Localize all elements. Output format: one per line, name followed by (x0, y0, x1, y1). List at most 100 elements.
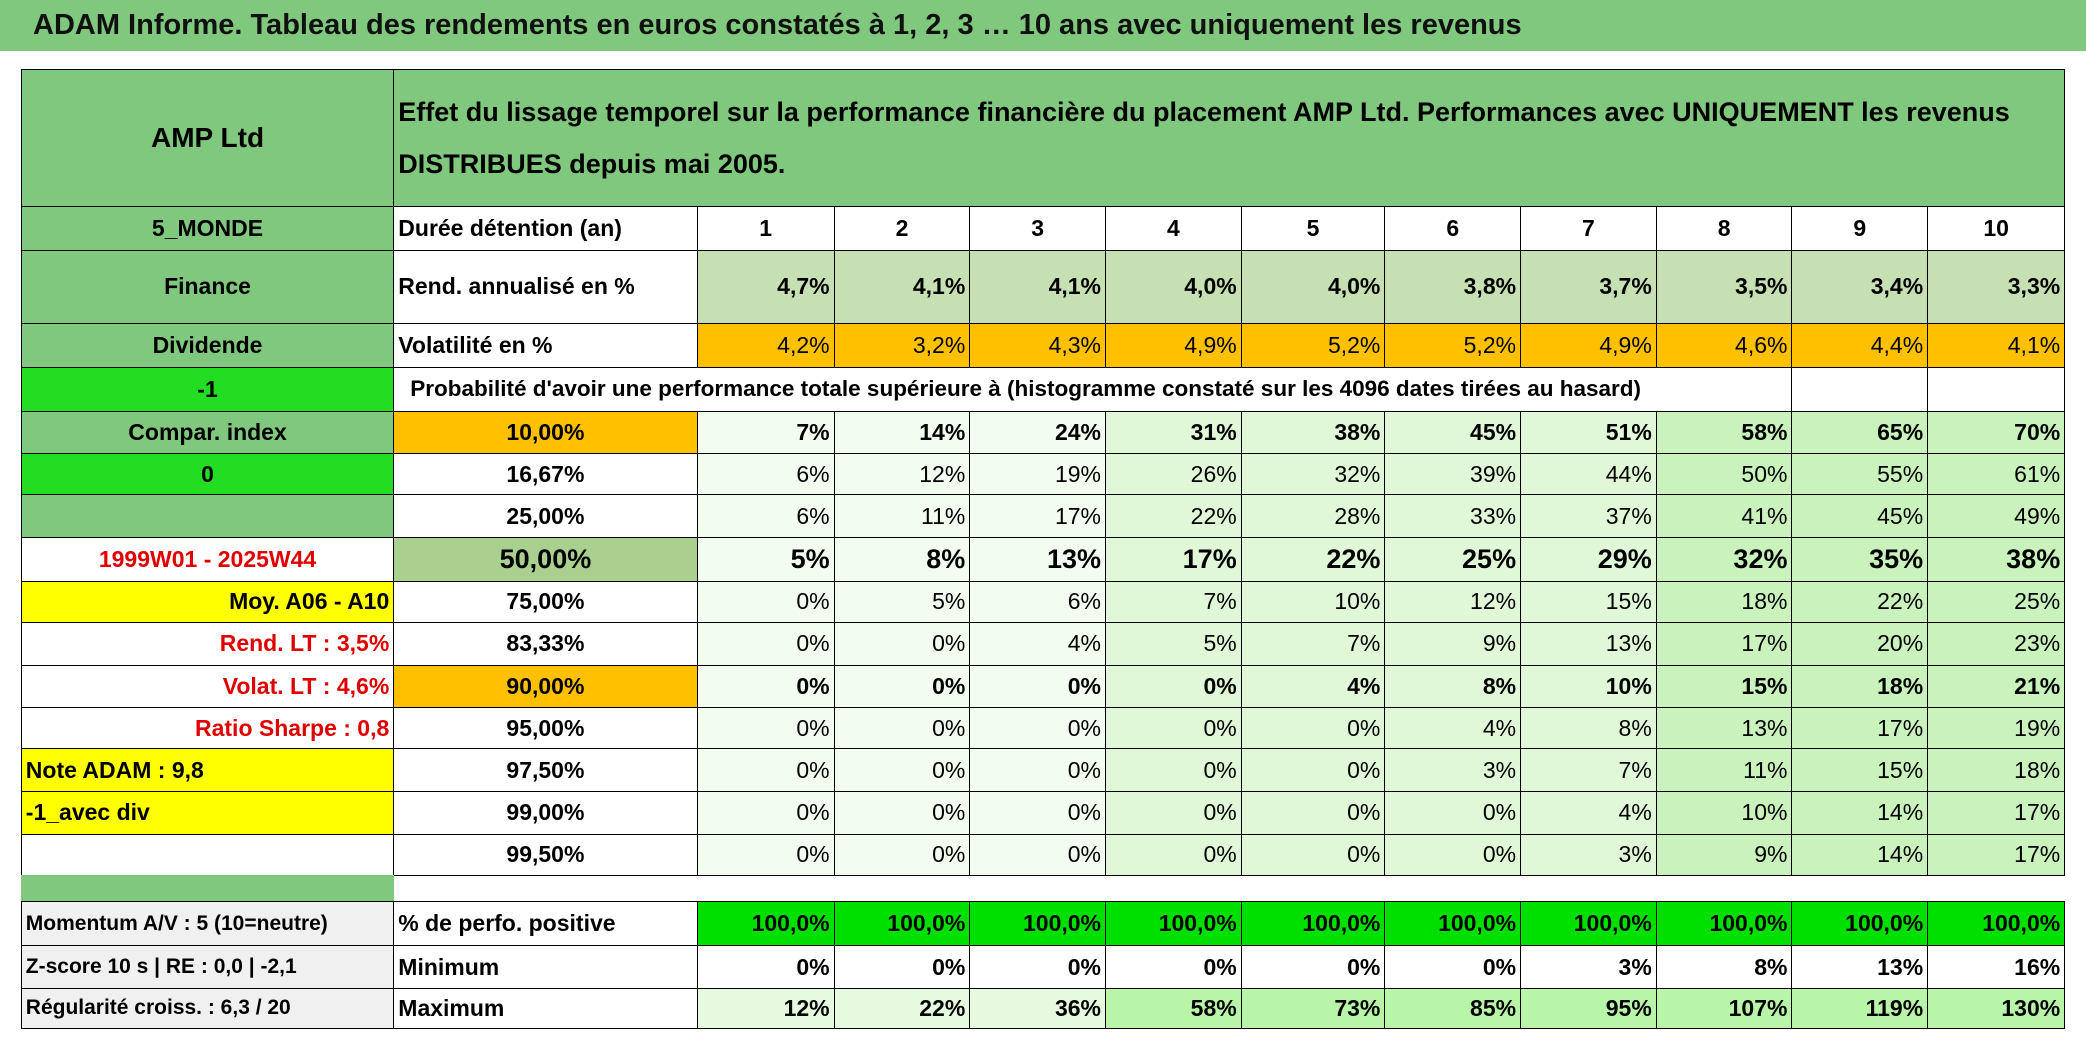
row-label: Régularité croiss. : 6,3 / 20 (20, 987, 395, 1029)
row-label: 0 (20, 453, 395, 496)
row-head: 99,00% (393, 791, 698, 835)
value-cell: 7% (696, 410, 835, 455)
value-cell: 73% (1240, 987, 1386, 1029)
row-head: 90,00% (393, 664, 698, 709)
value-cell: 44% (1520, 453, 1657, 496)
row-label (20, 494, 395, 538)
value-cell: 21% (1927, 664, 2066, 709)
value-cell: 0% (696, 580, 835, 624)
value-cell: 0% (833, 791, 971, 835)
row-head: Volatilité en % (393, 322, 698, 368)
column-header: 10 (1927, 205, 2066, 251)
value-cell: 4,0% (1105, 249, 1242, 324)
value-cell: 100,0% (696, 901, 835, 947)
fund-name: AMP Ltd (20, 68, 395, 207)
value-cell: 4,1% (1927, 322, 2066, 368)
value-cell: 13% (1520, 622, 1657, 666)
value-cell: 7% (1105, 580, 1242, 624)
value-cell: 24% (969, 410, 1107, 455)
row-label: Volat. LT : 4,6% (20, 664, 395, 709)
value-cell: 0% (1240, 833, 1386, 876)
value-cell: 28% (1240, 494, 1386, 538)
value-cell: 41% (1655, 494, 1793, 538)
value-cell: 29% (1520, 536, 1657, 582)
value-cell: 0% (969, 748, 1107, 793)
value-cell: 0% (1240, 707, 1386, 750)
value-cell: 0% (969, 664, 1107, 709)
value-cell: 61% (1927, 453, 2066, 496)
row-label: 1999W01 - 2025W44 (20, 536, 395, 582)
value-cell: 6% (696, 494, 835, 538)
spacer (20, 874, 395, 903)
value-cell: 22% (833, 987, 971, 1029)
value-cell: 3,5% (1655, 249, 1793, 324)
value-cell: 17% (1927, 833, 2066, 876)
value-cell: 39% (1384, 453, 1522, 496)
row-label: -1_avec div (20, 791, 395, 835)
value-cell: 4% (1240, 664, 1386, 709)
value-cell: 4,2% (696, 322, 835, 368)
value-cell: 38% (1927, 536, 2066, 582)
value-cell: 5% (1105, 622, 1242, 666)
value-cell: 3% (1384, 748, 1522, 793)
value-cell: 35% (1791, 536, 1929, 582)
value-cell: 0% (696, 622, 835, 666)
value-cell: 58% (1655, 410, 1793, 455)
value-cell: 100,0% (833, 901, 971, 947)
value-cell: 19% (969, 453, 1107, 496)
value-cell: 14% (1791, 833, 1929, 876)
value-cell: 100,0% (969, 901, 1107, 947)
value-cell: 0% (1105, 833, 1242, 876)
value-cell: 10% (1520, 664, 1657, 709)
value-cell: 0% (969, 945, 1107, 989)
column-header: 7 (1520, 205, 1657, 251)
value-cell: 0% (696, 707, 835, 750)
value-cell: 33% (1384, 494, 1522, 538)
column-header: 8 (1655, 205, 1793, 251)
value-cell: 85% (1384, 987, 1522, 1029)
value-cell: 15% (1655, 664, 1793, 709)
value-cell: 65% (1791, 410, 1929, 455)
column-header: 5 (1240, 205, 1386, 251)
row-label: Dividende (20, 322, 395, 368)
value-cell: 100,0% (1791, 901, 1929, 947)
value-cell: 8% (1520, 707, 1657, 750)
value-cell: 12% (696, 987, 835, 1029)
value-cell: 51% (1520, 410, 1657, 455)
value-cell: 3% (1520, 833, 1657, 876)
value-cell: 4,0% (1240, 249, 1386, 324)
value-cell: 0% (969, 791, 1107, 835)
value-cell: 17% (1655, 622, 1793, 666)
row-label: Momentum A/V : 5 (10=neutre) (20, 901, 395, 947)
value-cell: 0% (1105, 748, 1242, 793)
value-cell: 45% (1791, 494, 1929, 538)
value-cell: 4,3% (969, 322, 1107, 368)
row-label (20, 833, 395, 876)
value-cell: 17% (1105, 536, 1242, 582)
value-cell: 100,0% (1655, 901, 1793, 947)
row-label: 5_MONDE (20, 205, 395, 251)
row-head: 75,00% (393, 580, 698, 624)
value-cell: 0% (696, 791, 835, 835)
row-head: Minimum (393, 945, 698, 989)
value-cell: 37% (1520, 494, 1657, 538)
value-cell: 119% (1791, 987, 1929, 1029)
value-cell: 0% (1240, 945, 1386, 989)
value-cell: 18% (1655, 580, 1793, 624)
value-cell: 0% (833, 945, 971, 989)
value-cell: 4% (969, 622, 1107, 666)
value-cell: 4,9% (1105, 322, 1242, 368)
value-cell: 100,0% (1384, 901, 1522, 947)
value-cell: 17% (969, 494, 1107, 538)
row-head: 83,33% (393, 622, 698, 666)
value-cell: 22% (1791, 580, 1929, 624)
value-cell: 5,2% (1240, 322, 1386, 368)
value-cell: 0% (1384, 791, 1522, 835)
row-label: Moy. A06 - A10 (20, 580, 395, 624)
value-cell: 3,2% (833, 322, 971, 368)
row-head: 95,00% (393, 707, 698, 750)
row-label: -1 (20, 366, 395, 412)
value-cell: 95% (1520, 987, 1657, 1029)
row-label: Finance (20, 249, 395, 324)
row-label: Z-score 10 s | RE : 0,0 | -2,1 (20, 945, 395, 989)
